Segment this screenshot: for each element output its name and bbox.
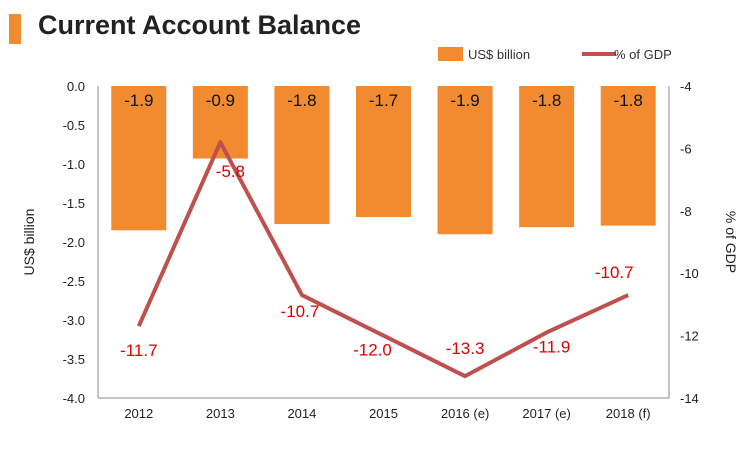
gdp-line — [136, 140, 630, 379]
y-tick-label: -2.5 — [63, 274, 85, 289]
bar — [356, 86, 411, 218]
line-data-label: -11.7 — [120, 341, 158, 360]
line-data-label: -11.9 — [533, 337, 571, 356]
y2-tick-label: -10 — [680, 266, 699, 281]
y2-tick-label: -12 — [680, 329, 699, 344]
title-accent-bar — [9, 14, 21, 44]
y2-tick-label: -8 — [680, 204, 692, 219]
bar — [111, 86, 167, 231]
line-data-label: -10.7 — [281, 302, 320, 321]
bar — [519, 86, 575, 228]
legend-bar-swatch — [438, 47, 463, 61]
line-data-label: -10.7 — [595, 263, 634, 282]
x-tick-label: 2013 — [206, 406, 235, 421]
y-tick-label: -2.0 — [63, 235, 85, 250]
y2-tick-label: -4 — [680, 79, 692, 94]
y-tick-label: -1.0 — [63, 157, 85, 172]
y-tick-label: -0.5 — [63, 118, 85, 133]
line-data-label: -12.0 — [353, 341, 392, 360]
y-tick-label: -4.0 — [63, 391, 85, 406]
x-tick-label: 2016 (e) — [441, 406, 489, 421]
x-tick-label: 2012 — [124, 406, 153, 421]
bar-data-label: -1.9 — [450, 91, 479, 110]
chart-title: Current Account Balance — [38, 10, 362, 40]
y-tick-label: -3.0 — [63, 313, 85, 328]
y2-tick-label: -14 — [680, 391, 699, 406]
bar — [274, 86, 330, 225]
x-tick-label: 2014 — [287, 406, 316, 421]
line-data-label: -5.8 — [216, 162, 245, 181]
bar-data-label: -1.8 — [614, 91, 643, 110]
legend-line-label: % of GDP — [614, 47, 672, 62]
y-axis-title: US$ billion — [21, 209, 37, 276]
y2-tick-label: -6 — [680, 141, 692, 156]
bar-data-label: -1.8 — [287, 91, 316, 110]
x-tick-label: 2015 — [369, 406, 398, 421]
bar-data-label: -0.9 — [206, 91, 235, 110]
line-data-label: -13.3 — [446, 339, 485, 358]
bar — [600, 86, 656, 226]
bar-data-label: -1.9 — [124, 91, 153, 110]
x-tick-label: 2018 (f) — [606, 406, 651, 421]
y-tick-label: -1.5 — [63, 196, 85, 211]
bar — [437, 86, 493, 235]
y2-axis-title: % of GDP — [723, 211, 739, 273]
x-tick-label: 2017 (e) — [522, 406, 570, 421]
y-tick-label: 0.0 — [67, 79, 85, 94]
bar-data-label: -1.8 — [532, 91, 561, 110]
bar-data-label: -1.7 — [369, 91, 398, 110]
y-tick-label: -3.5 — [63, 352, 85, 367]
legend-bar-label: US$ billion — [468, 47, 530, 62]
